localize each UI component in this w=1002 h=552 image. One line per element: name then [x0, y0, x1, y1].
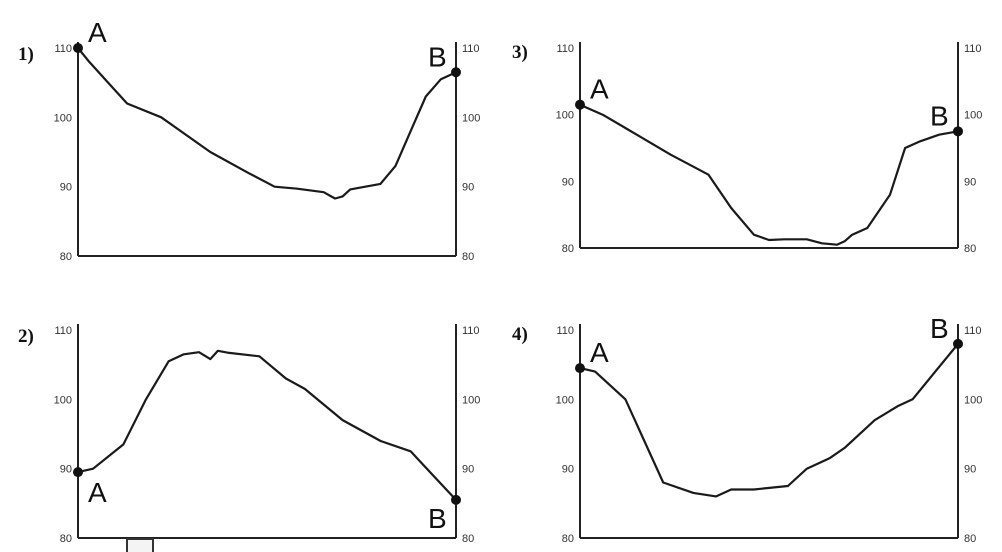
chart-3-left-tick-label: 80 [562, 243, 574, 255]
chart-4-left-tick-label: 110 [556, 325, 574, 337]
chart-3-left-tick-label: 100 [556, 110, 574, 122]
chart-3-left-tick-label: 110 [556, 43, 574, 55]
chart-2-number-label: 2) [18, 326, 34, 347]
chart-2-left-tick-label: 110 [54, 325, 72, 337]
chart-2-right-tick-label: 100 [462, 394, 480, 406]
chart-1-left-tick-label: 90 [60, 182, 72, 194]
chart-2-right-tick-label: 110 [462, 325, 480, 337]
chart-3-point-a [575, 100, 585, 110]
chart-1-left-tick-label: 100 [54, 112, 72, 124]
chart-3-left-tick-label: 90 [562, 176, 574, 188]
chart-4-left-tick-label: 100 [556, 394, 574, 406]
chart-4-number-label: 4) [512, 324, 528, 345]
chart-1-right-tick-label: 100 [462, 112, 480, 124]
chart-3-label-a: A [590, 74, 609, 105]
chart-1-label-b: B [428, 41, 447, 72]
chart-1-point-b [451, 67, 461, 77]
chart-4-right-tick-label: 110 [964, 325, 982, 337]
chart-2-label-a: A [88, 477, 107, 508]
chart-2-left-tick-label: 90 [60, 464, 72, 476]
chart-1-number-label: 1) [18, 44, 34, 65]
chart-4-left-tick-label: 90 [562, 464, 574, 476]
chart-2-profile-line [78, 351, 456, 500]
chart-2-left-tick-label: 100 [54, 394, 72, 406]
chart-1-left-tick-label: 110 [54, 43, 72, 55]
chart-1-right-tick-label: 110 [462, 43, 480, 55]
chart-2-right-tick-label: 90 [462, 464, 474, 476]
chart-3-number-label: 3) [512, 42, 528, 63]
chart-3-right-tick-label: 110 [964, 43, 982, 55]
chart-2-left-tick-label: 80 [60, 533, 72, 545]
chart-1-right-tick-label: 80 [462, 251, 474, 263]
chart-1-label-a: A [88, 17, 107, 48]
chart-4-point-a [575, 363, 585, 373]
chart-4-right-tick-label: 80 [964, 533, 976, 545]
chart-3-right-tick-label: 80 [964, 243, 976, 255]
chart-3-right-tick-label: 90 [964, 176, 976, 188]
chart-2-point-a [73, 467, 83, 477]
chart-1-right-tick-label: 90 [462, 182, 474, 194]
chart-2-right-tick-label: 80 [462, 533, 474, 545]
chart-4-right-tick-label: 90 [964, 464, 976, 476]
chart-4-right-tick-label: 100 [964, 394, 982, 406]
chart-1-left-tick-label: 80 [60, 251, 72, 263]
chart-4-profile-line [580, 344, 958, 497]
chart-2-label-b: B [428, 503, 447, 534]
chart-3-point-b [953, 126, 963, 136]
chart-3-profile-line [580, 105, 958, 245]
chart-3-label-b: B [930, 100, 949, 131]
chart-2-point-b [451, 495, 461, 505]
chart-1-point-a [73, 43, 83, 53]
chart-4-point-b [953, 339, 963, 349]
chart-3-right-tick-label: 100 [964, 110, 982, 122]
chart-4-label-b: B [930, 313, 949, 344]
chart-4-label-a: A [590, 337, 609, 368]
chart-1-profile-line [78, 48, 456, 199]
chart-4-left-tick-label: 80 [562, 533, 574, 545]
